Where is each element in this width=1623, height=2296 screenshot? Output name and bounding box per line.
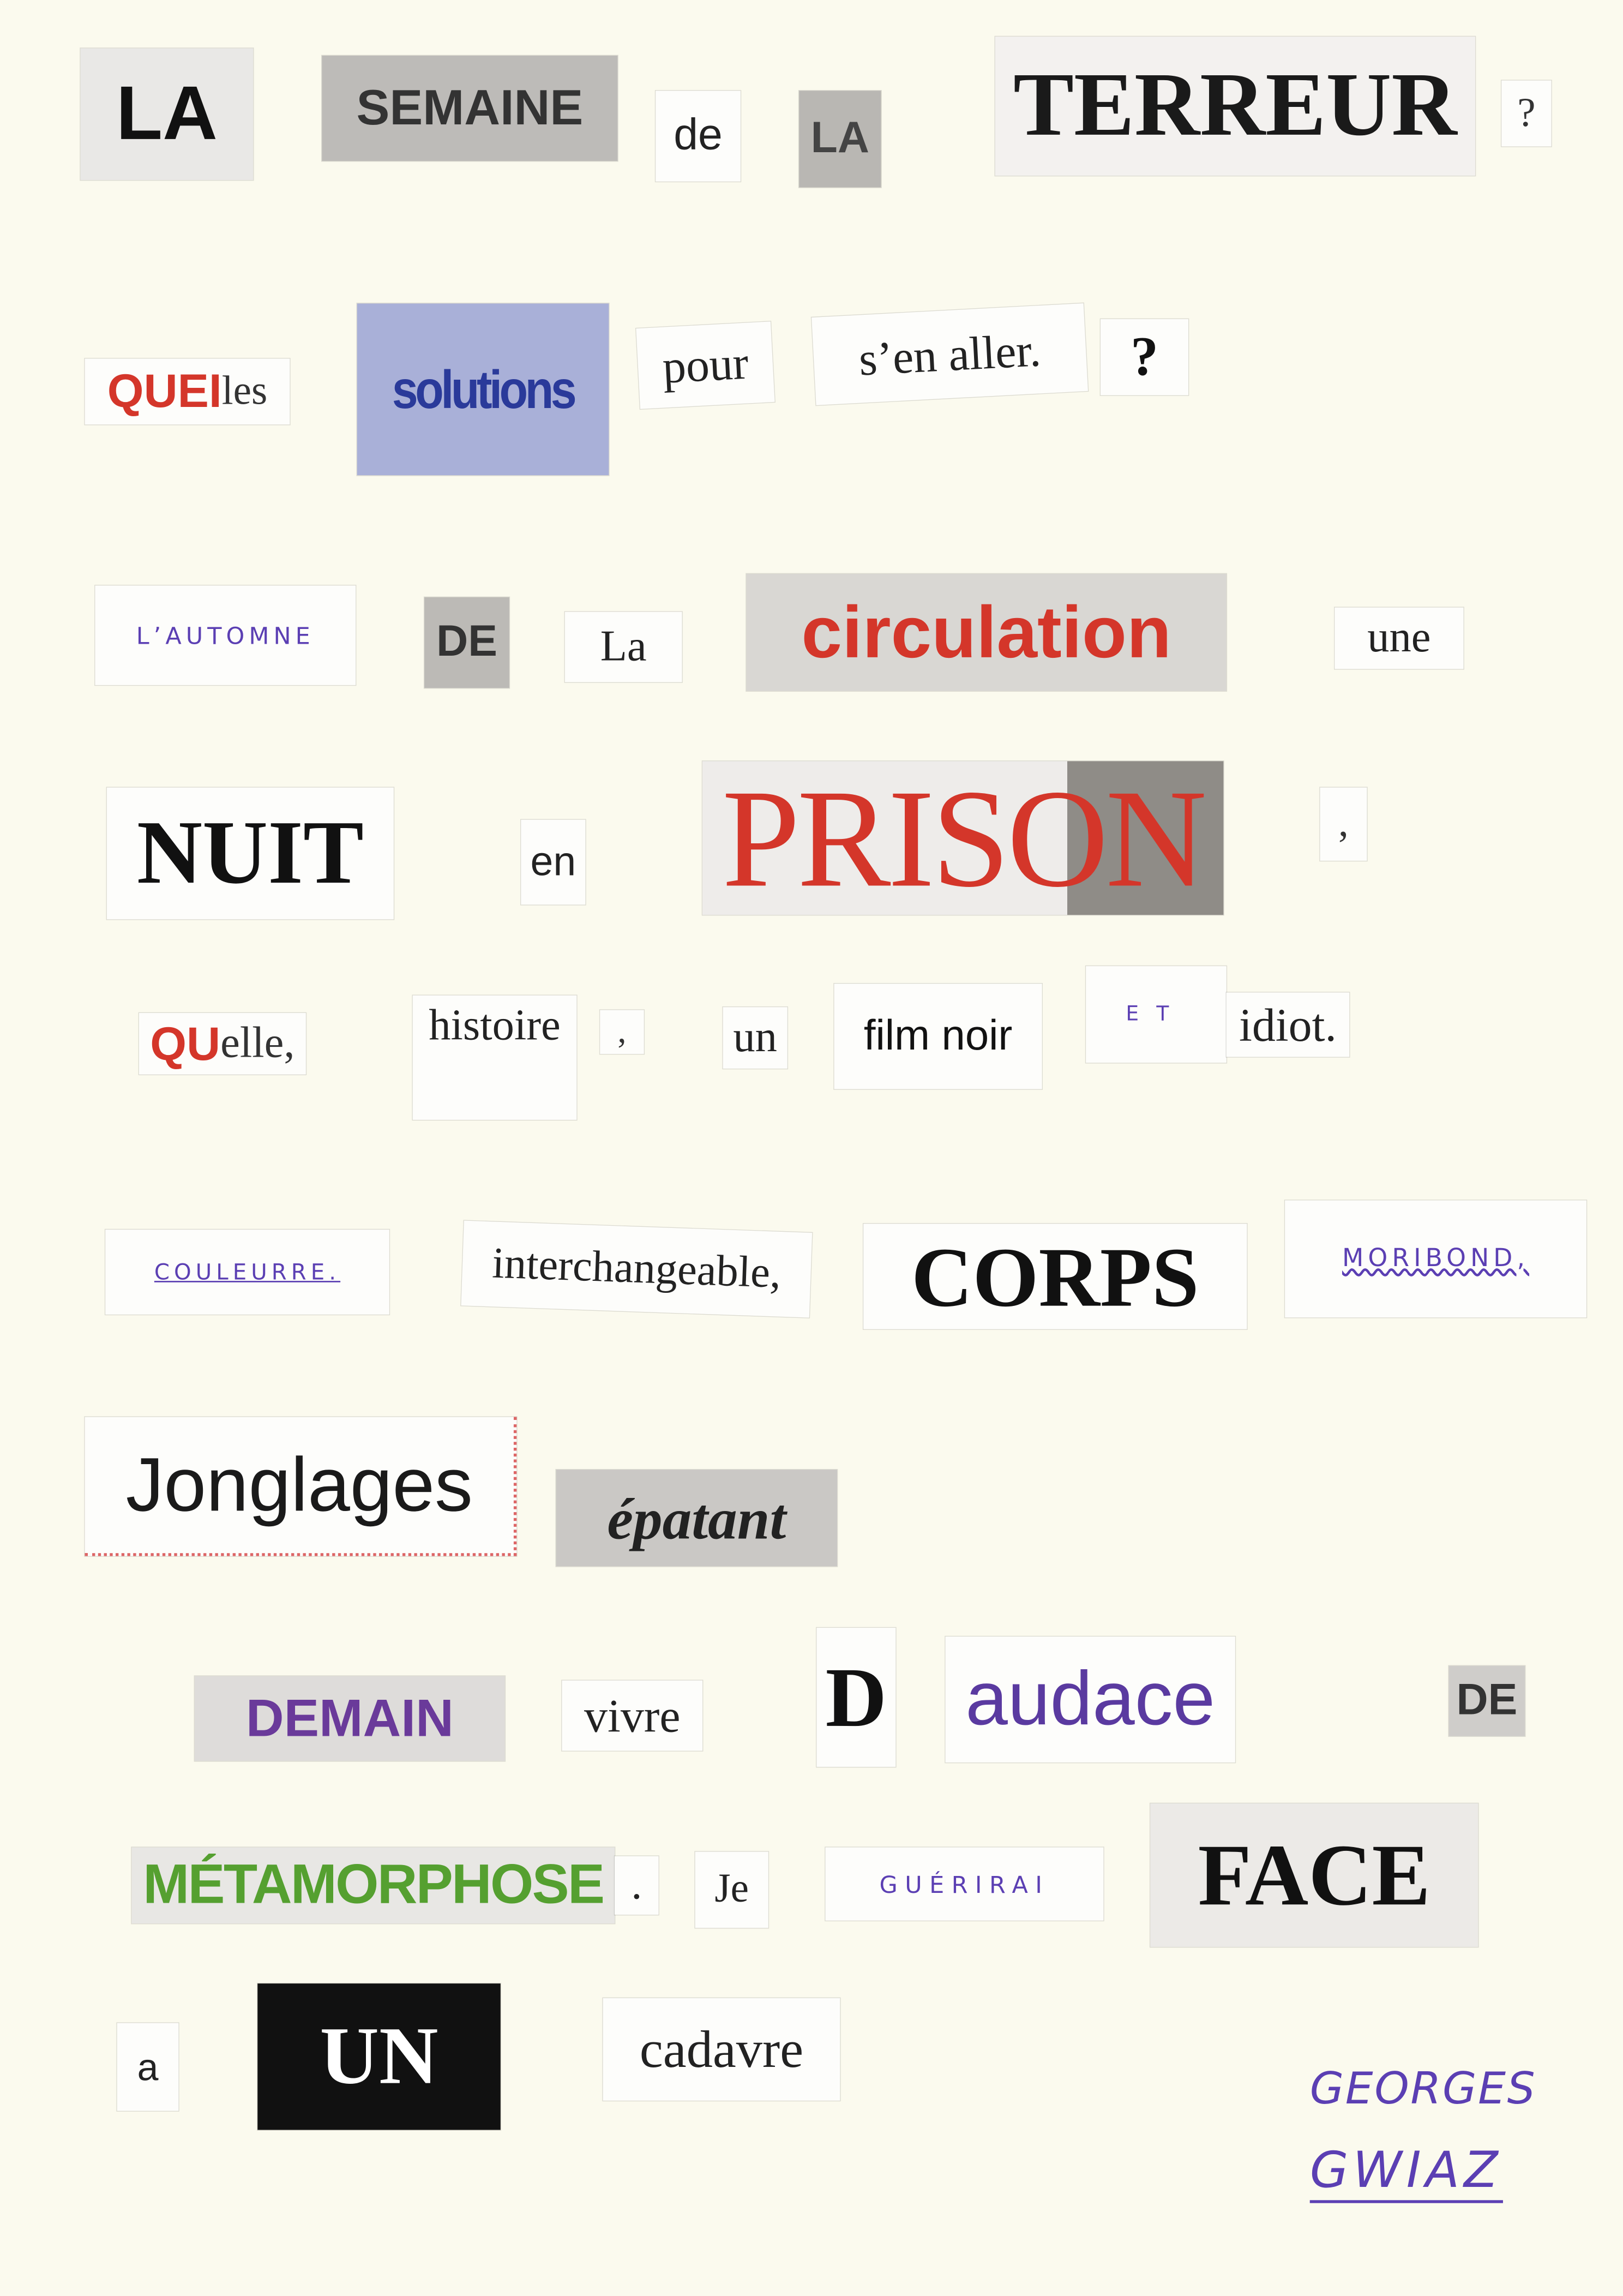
clipping-la-3: La <box>564 612 682 682</box>
clipping-la-2: LA <box>799 91 881 188</box>
clipping-comma-2: , <box>600 1010 644 1054</box>
clipping-et-handwritten: ET <box>1086 966 1227 1063</box>
signature: GEORGES GWIAZ <box>1309 2064 1559 2255</box>
clipping-face: FACE <box>1150 1803 1478 1947</box>
clipping-question-2: ? <box>1100 319 1189 395</box>
signature-line-1: GEORGES <box>1309 2064 1537 2115</box>
clipping-question: ? <box>1501 80 1552 147</box>
clipping-histoire: histoire <box>412 995 577 1120</box>
clipping-part: QUEI <box>107 364 222 417</box>
clipping-la: LA <box>80 48 254 181</box>
clipping-vivre: vivre <box>562 1680 703 1751</box>
clipping-lautomne-handwritten: L’AUTOMNE <box>95 585 356 685</box>
clipping-quelle: QU elle, <box>139 1012 306 1075</box>
clipping-un: un <box>723 1007 788 1069</box>
clipping-pour: pour <box>636 321 775 409</box>
clipping-jonglages: Jonglages <box>85 1417 517 1556</box>
clipping-part: QU <box>150 1016 221 1070</box>
clipping-metamorphose: MÉTAMORPHOSE <box>131 1847 615 1924</box>
clipping-de-3: DE <box>1448 1665 1525 1736</box>
clipping-audace: audace <box>945 1636 1235 1763</box>
clipping-idiot: idiot. <box>1226 992 1350 1057</box>
clipping-couleurre-handwritten: COULEURRE. <box>105 1230 389 1315</box>
clipping-solutions: solutions <box>357 303 609 476</box>
clipping-prison: PRISON <box>702 760 1224 916</box>
clipping-interchangeable: interchangeable, <box>461 1220 813 1318</box>
clipping-period: . <box>615 1856 659 1915</box>
clipping-moribond-handwritten: MORIBOND, <box>1285 1200 1586 1318</box>
clipping-semaine: SEMAINE <box>322 55 618 161</box>
clipping-quelles: QUEI les <box>85 358 290 425</box>
clipping-circulation: circulation <box>746 573 1227 691</box>
clipping-nuit: NUIT <box>106 787 394 920</box>
clipping-je: Je <box>695 1851 768 1928</box>
clipping-corps: CORPS <box>863 1224 1247 1329</box>
clipping-cadavre: cadavre <box>603 1998 840 2101</box>
clipping-gueriai-handwritten: GUÉRIRAI <box>825 1847 1104 1921</box>
clipping-une: une <box>1335 607 1464 669</box>
clipping-d: D <box>816 1628 896 1767</box>
clipping-de: de <box>656 91 741 182</box>
clipping-epatant: épatant <box>556 1470 837 1567</box>
clipping-part: les <box>221 368 268 414</box>
clipping-part: elle, <box>220 1018 295 1068</box>
clipping-demain: DEMAIN <box>194 1676 505 1761</box>
clipping-de-2: DE <box>424 597 509 688</box>
clipping-en: en <box>521 819 586 905</box>
clipping-terreur: TERREUR <box>995 37 1475 176</box>
clipping-sen-aller: s’en aller. <box>812 303 1089 405</box>
clipping-comma: , <box>1320 787 1367 861</box>
clipping-un-2: UN <box>257 1983 501 2130</box>
clipping-film-noir: film noir <box>834 984 1042 1089</box>
signature-line-2: GWIAZ <box>1309 2142 1502 2203</box>
clipping-a: a <box>117 2023 179 2111</box>
